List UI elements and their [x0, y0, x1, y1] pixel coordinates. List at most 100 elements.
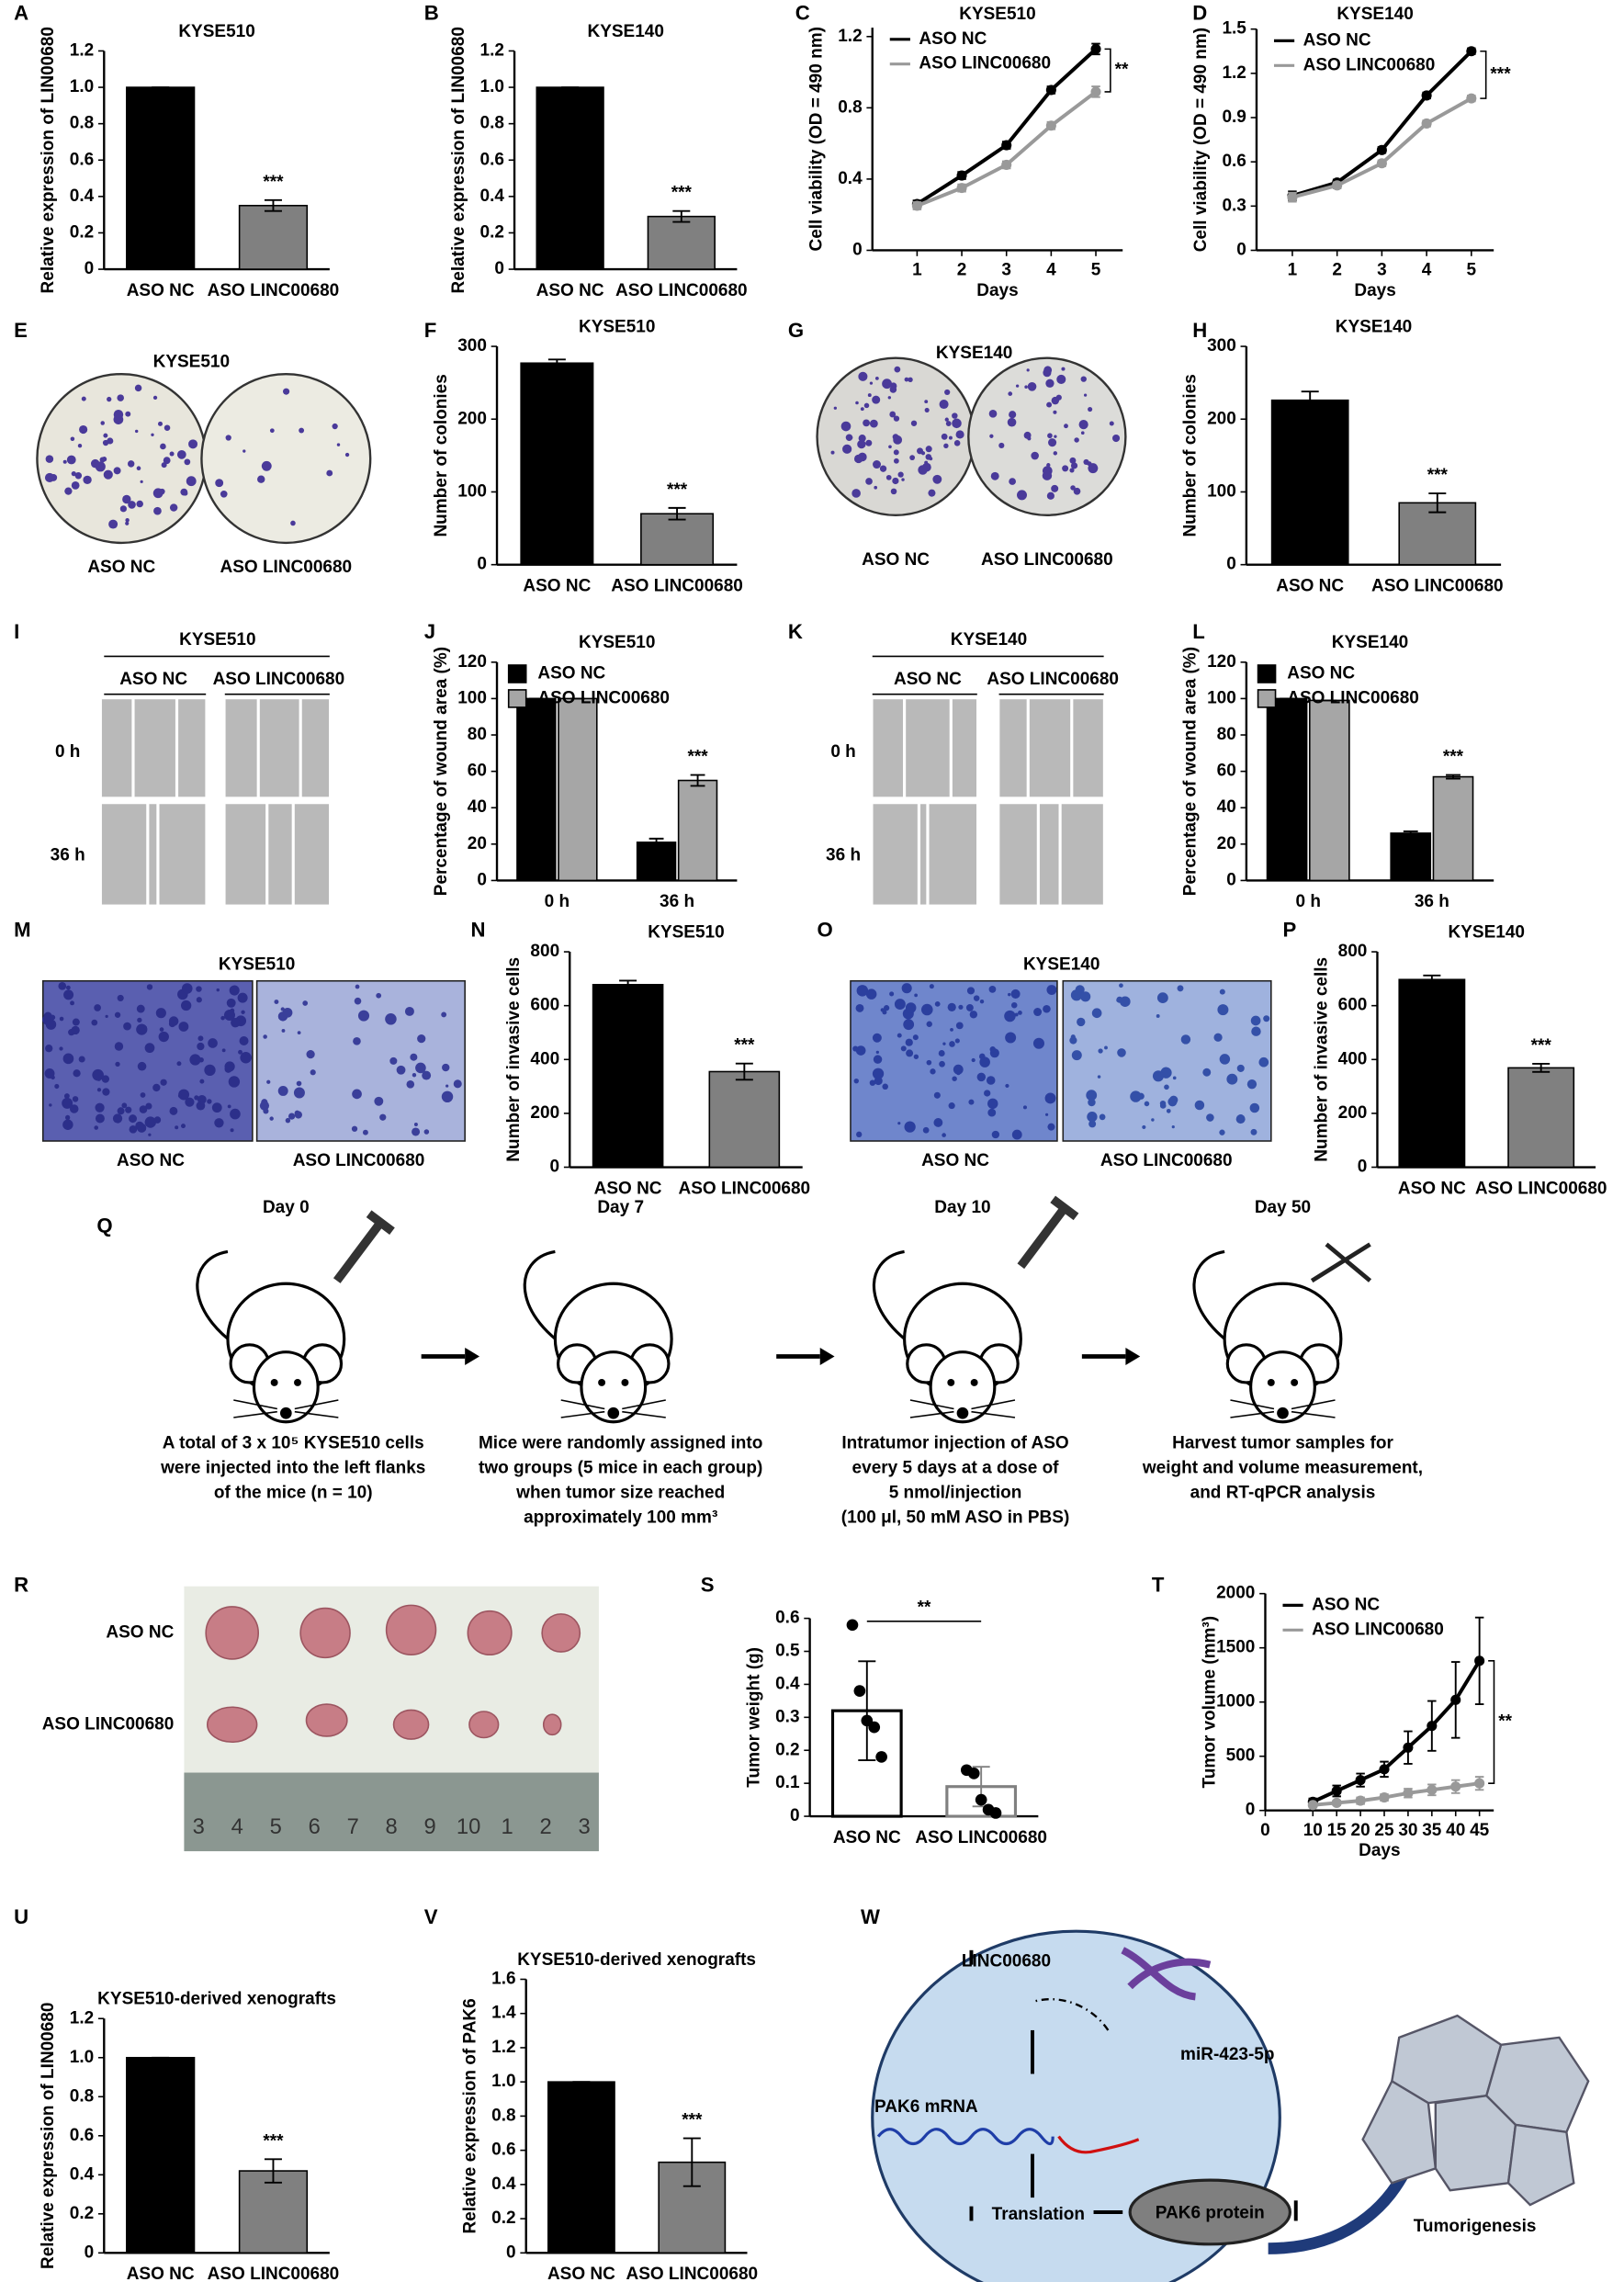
y-tick-label: 0: [494, 259, 504, 278]
cell-spot: [144, 1116, 156, 1128]
cell-spot: [1213, 1033, 1223, 1042]
cell-spot: [942, 1042, 946, 1045]
annotation: ***: [1490, 64, 1511, 84]
label: ASO NC: [921, 1151, 989, 1170]
chart-title: KYSE510-derived xenografts: [517, 1950, 756, 1970]
cell-spot: [152, 1083, 161, 1092]
mouse-eye: [270, 1379, 278, 1386]
colony: [893, 449, 899, 456]
y-axis-label: Percentage of wound area (%): [1181, 647, 1201, 896]
cell-spot: [54, 1083, 60, 1090]
colony: [119, 505, 127, 513]
colony: [1046, 401, 1053, 408]
colony: [830, 450, 835, 455]
colony: [1017, 490, 1027, 501]
bar: [636, 842, 677, 882]
cell-spot: [856, 985, 869, 997]
cell-spot: [70, 1000, 74, 1006]
cell-spot: [442, 1063, 450, 1072]
cell-spots: [42, 982, 1270, 1140]
chart: L KYSE140 Percentage of wound area (%) 0 20 4…: [1181, 620, 1494, 911]
cell-spot: [1104, 1045, 1108, 1050]
data-point: [1090, 86, 1101, 97]
cell-spot: [1202, 1068, 1212, 1077]
cell-spot: [1166, 1108, 1171, 1113]
cell-spot: [143, 1025, 147, 1030]
x-tick-label: ASO NC: [536, 281, 604, 300]
cell-spot: [412, 1127, 421, 1136]
colony: [904, 377, 909, 382]
mouse-eye: [294, 1379, 301, 1386]
colony: [939, 400, 949, 410]
colony: [344, 452, 350, 458]
colony: [885, 474, 892, 480]
colony: [952, 412, 958, 419]
panel-letter: E: [14, 319, 28, 342]
cell-spot: [379, 1113, 387, 1121]
cell-spot: [269, 1116, 274, 1121]
label: KYSE510: [153, 352, 230, 371]
cell-spot: [117, 1107, 125, 1115]
panel-letter: S: [701, 1574, 715, 1597]
colony: [1074, 437, 1079, 443]
cell-spot: [231, 1018, 241, 1028]
colony: [71, 481, 80, 490]
panel-letter: B: [424, 2, 439, 25]
cell-spot: [934, 1000, 941, 1007]
annotation: ***: [1427, 466, 1449, 485]
colony: [77, 444, 83, 448]
colony: [1088, 406, 1093, 412]
y-tick-label: 600: [1338, 996, 1368, 1015]
bar: [592, 984, 664, 1169]
data-point: [1331, 1785, 1342, 1797]
panel-letter: M: [14, 919, 30, 942]
cell-spot: [357, 1010, 370, 1022]
data-point: [1379, 1792, 1390, 1803]
colony: [128, 501, 136, 509]
cell-spot: [422, 1070, 432, 1080]
cell-spot: [158, 1031, 169, 1043]
annotation: ***: [1443, 748, 1464, 767]
colony: [1046, 463, 1051, 468]
ruler: [184, 1772, 599, 1852]
cell-spot: [1152, 1070, 1165, 1082]
label: KYSE140: [936, 344, 1012, 363]
cell-spot: [1151, 1118, 1155, 1122]
mouse-nose: [279, 1406, 292, 1419]
cell-spot: [942, 1133, 946, 1137]
cell-spot: [242, 1053, 246, 1057]
y-tick-label: 200: [530, 1103, 559, 1123]
cell-spot: [1077, 1017, 1086, 1027]
y-tick-label: 400: [1338, 1049, 1368, 1068]
label: ASO NC: [119, 670, 187, 689]
colony: [290, 520, 296, 526]
data-point: [967, 1768, 980, 1779]
cell-spot: [230, 1108, 241, 1120]
y-tick-label: 0: [506, 2242, 516, 2262]
y-tick-label: 1.0: [480, 77, 504, 96]
cell-spot: [140, 1092, 146, 1098]
chart-title: KYSE510: [178, 22, 254, 41]
cell-spot: [65, 985, 71, 990]
data-point: [1450, 1694, 1461, 1705]
colony: [1061, 367, 1066, 371]
colony: [103, 433, 108, 438]
colony: [242, 449, 246, 453]
y-tick-label: 0.4: [480, 186, 505, 206]
cell-spot: [441, 1090, 454, 1103]
label: every 5 days at a dose of: [852, 1458, 1060, 1477]
cell-spot: [922, 1126, 930, 1134]
legend-label: ASO NC: [1287, 663, 1355, 683]
cell-spot: [453, 1079, 462, 1089]
cell-spot: [947, 1002, 956, 1011]
cell-spot: [211, 1102, 222, 1113]
colony: [336, 443, 341, 446]
y-tick-label: 800: [530, 942, 559, 961]
chart: B KYSE140 Relative expression of LIN00680 0…: [424, 2, 748, 300]
label: 0 h: [830, 742, 855, 762]
colony: [1009, 411, 1017, 419]
cell-spot: [1005, 1032, 1017, 1044]
y-axis-label: Percentage of wound area (%): [432, 647, 451, 896]
cell-spot: [1043, 1004, 1051, 1013]
colony: [932, 474, 942, 484]
